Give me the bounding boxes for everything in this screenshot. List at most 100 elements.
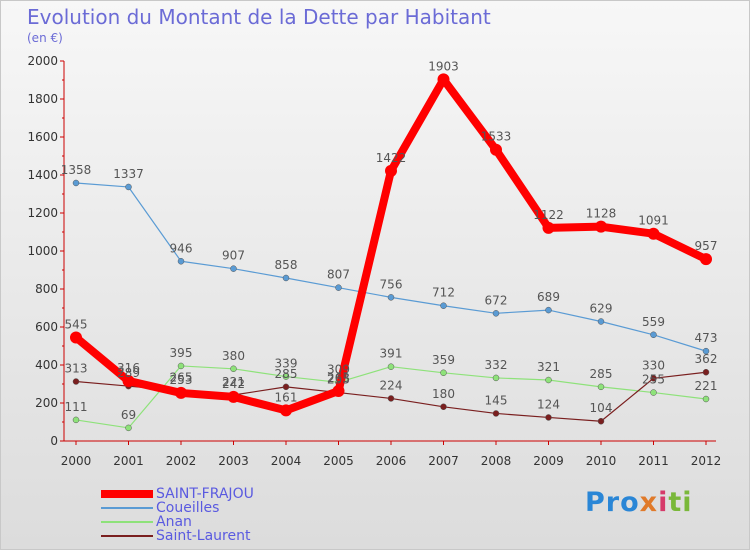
x-tick-label: 2007 xyxy=(428,454,459,468)
data-label-saint-frajou: 545 xyxy=(65,317,88,331)
legend-label-saint-laurent: Saint-Laurent xyxy=(156,528,251,544)
data-label-coueilles: 858 xyxy=(275,258,298,272)
y-tick-label: 400 xyxy=(35,358,58,372)
proxiti-logo: Proxiti xyxy=(585,487,693,518)
data-label-saint-frajou: 263 xyxy=(327,371,350,385)
data-point-saint-frajou xyxy=(70,331,82,344)
y-tick-label: 1800 xyxy=(27,92,58,106)
data-label-coueilles: 629 xyxy=(590,301,613,315)
data-label-coueilles: 907 xyxy=(222,249,245,263)
legend-item-anan: Anan xyxy=(101,515,254,529)
data-label-coueilles: 672 xyxy=(485,293,508,307)
data-label-coueilles: 559 xyxy=(642,315,665,329)
data-point-saint-frajou xyxy=(385,164,397,177)
data-label-anan: 391 xyxy=(380,347,403,361)
data-point-coueilles xyxy=(545,306,552,314)
data-label-saint-frajou: 1122 xyxy=(533,208,564,222)
data-point-anan xyxy=(440,369,447,377)
data-point-anan xyxy=(282,373,290,380)
data-point-anan xyxy=(597,383,605,391)
data-point-saint-frajou xyxy=(542,221,555,234)
data-label-saint-frajou: 1903 xyxy=(428,59,459,73)
data-label-coueilles: 689 xyxy=(537,290,560,304)
data-point-anan xyxy=(72,416,80,424)
legend-item-saint-frajou: SAINT-FRAJOU xyxy=(101,487,254,501)
chart-title: Evolution du Montant de la Dette par Hab… xyxy=(27,5,491,29)
x-tick-label: 2002 xyxy=(166,454,197,468)
data-label-saint-laurent: 221 xyxy=(222,375,245,389)
data-point-saint-frajou xyxy=(122,374,135,387)
chart-unit-label: (en €) xyxy=(27,31,63,45)
data-point-anan xyxy=(702,395,710,403)
data-label-saint-laurent: 285 xyxy=(275,367,298,381)
data-label-coueilles: 712 xyxy=(432,286,455,300)
data-label-anan: 285 xyxy=(590,367,613,381)
data-point-anan xyxy=(650,389,657,396)
x-tick-label: 2005 xyxy=(323,454,354,468)
data-point-anan xyxy=(492,374,500,382)
data-point-coueilles xyxy=(282,274,290,282)
y-tick-label: 1400 xyxy=(27,168,58,182)
data-label-saint-frajou: 316 xyxy=(117,361,140,375)
data-label-saint-frajou: 1422 xyxy=(376,151,407,165)
data-label-coueilles: 473 xyxy=(695,331,718,345)
data-label-anan: 332 xyxy=(485,358,508,372)
legend-label-saint-frajou: SAINT-FRAJOU xyxy=(156,486,254,502)
data-label-anan: 395 xyxy=(170,346,193,360)
data-point-saint-laurent xyxy=(282,383,290,391)
y-tick-label: 600 xyxy=(35,320,58,334)
data-point-anan xyxy=(387,363,395,370)
data-label-anan: 380 xyxy=(222,349,245,363)
data-point-saint-frajou xyxy=(595,220,607,233)
data-point-saint-frajou xyxy=(280,404,292,417)
legend-swatch-anan xyxy=(101,521,153,523)
data-point-saint-frajou xyxy=(647,227,660,240)
data-point-saint-laurent xyxy=(440,403,447,411)
x-tick-label: 2001 xyxy=(113,454,144,468)
data-label-coueilles: 807 xyxy=(327,268,350,282)
data-label-saint-laurent: 265 xyxy=(170,371,193,385)
data-point-anan xyxy=(545,376,552,384)
data-label-coueilles: 756 xyxy=(380,277,403,291)
y-tick-label: 1600 xyxy=(27,130,58,144)
data-point-coueilles xyxy=(650,331,657,339)
data-point-coueilles xyxy=(230,265,237,272)
data-point-saint-laurent xyxy=(72,378,80,385)
data-label-anan: 339 xyxy=(275,357,298,371)
data-point-saint-frajou xyxy=(700,253,712,266)
data-point-coueilles xyxy=(72,179,80,187)
data-point-saint-frajou xyxy=(332,385,345,398)
data-point-saint-laurent xyxy=(492,410,500,417)
data-label-saint-laurent: 180 xyxy=(432,387,455,401)
data-label-saint-laurent: 145 xyxy=(485,393,508,407)
x-tick-label: 2012 xyxy=(691,454,722,468)
data-point-saint-frajou xyxy=(227,390,240,403)
data-point-coueilles xyxy=(177,258,185,265)
legend-label-coueilles: Coueilles xyxy=(156,500,220,516)
x-tick-label: 2003 xyxy=(218,454,249,468)
data-label-saint-frajou: 1128 xyxy=(586,207,617,221)
data-label-saint-laurent: 313 xyxy=(65,362,88,376)
legend-item-coueilles: Coueilles xyxy=(101,501,254,515)
data-point-anan xyxy=(125,424,132,432)
data-label-saint-frajou: 1533 xyxy=(481,130,512,144)
data-label-saint-laurent: 255 xyxy=(327,373,350,387)
x-tick-label: 2011 xyxy=(638,454,669,468)
data-point-coueilles xyxy=(492,310,500,317)
chart-legend: SAINT-FRAJOU Coueilles Anan Saint-Lauren… xyxy=(101,487,254,543)
data-point-coueilles xyxy=(125,183,132,191)
data-point-coueilles xyxy=(387,294,395,301)
y-tick-label: 800 xyxy=(35,282,58,296)
y-tick-label: 200 xyxy=(35,396,58,410)
y-tick-label: 1000 xyxy=(27,244,58,258)
data-label-saint-frajou: 253 xyxy=(170,373,193,387)
data-point-coueilles xyxy=(335,284,342,291)
legend-swatch-saint-laurent xyxy=(101,535,153,537)
data-label-coueilles: 1337 xyxy=(113,167,144,181)
data-label-anan: 309 xyxy=(327,362,350,376)
data-point-saint-laurent xyxy=(650,375,657,382)
data-label-saint-laurent: 124 xyxy=(537,397,560,411)
x-tick-label: 2010 xyxy=(586,454,617,468)
